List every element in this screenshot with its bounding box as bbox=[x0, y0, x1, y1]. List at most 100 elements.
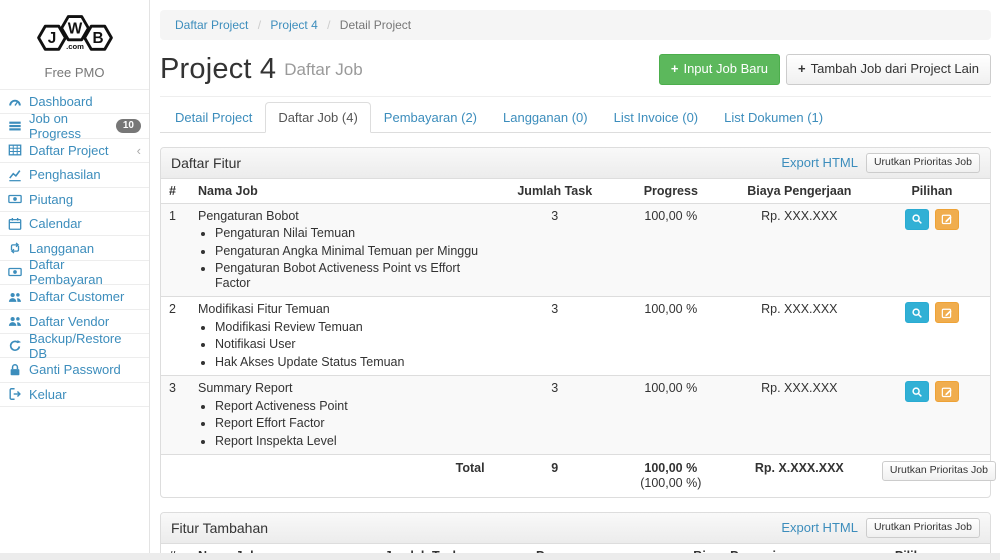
tambah-job-dari-project-lain-button[interactable]: + Tambah Job dari Project Lain bbox=[786, 54, 991, 85]
export-html-link[interactable]: Export HTML bbox=[781, 155, 858, 171]
tab-daftar-job[interactable]: Daftar Job (4) bbox=[265, 102, 371, 133]
header-actions: + Input Job Baru + Tambah Job dari Proje… bbox=[658, 54, 991, 85]
view-job-button[interactable] bbox=[905, 302, 930, 324]
sidebar-item-piutang[interactable]: Piutang bbox=[0, 188, 149, 212]
app-logo: J W B .com bbox=[0, 0, 149, 61]
breadcrumb-link-project-4[interactable]: Project 4 bbox=[270, 18, 318, 32]
row-actions bbox=[873, 202, 990, 297]
edit-pencil-icon bbox=[941, 308, 952, 318]
job-bullet: Modifikasi Review Temuan bbox=[215, 320, 485, 335]
sidebar-item-daftar-pembayaran[interactable]: Daftar Pembayaran bbox=[0, 257, 149, 287]
job-bullet: Hak Akses Update Status Temuan bbox=[215, 355, 485, 370]
main-content: Daftar Project / Project 4 / Detail Proj… bbox=[150, 0, 1000, 560]
total-progress: 100,00 % (100,00 %) bbox=[616, 454, 725, 497]
job-name: Modifikasi Fitur Temuan bbox=[198, 302, 330, 317]
breadcrumb-link-daftar-project[interactable]: Daftar Project bbox=[175, 18, 249, 32]
urutkan-prioritas-job-button[interactable]: Urutkan Prioritas Job bbox=[881, 461, 996, 482]
edit-pencil-icon bbox=[941, 214, 952, 225]
col-header-no: # bbox=[161, 178, 190, 204]
table-row: 3 Summary Report Report Activeness Point… bbox=[161, 375, 990, 455]
sidebar-item-label: Dashboard bbox=[29, 94, 93, 110]
sidebar-item-daftar-project[interactable]: Daftar Project ‹ bbox=[0, 139, 149, 164]
panel-title: Daftar Fitur bbox=[171, 154, 242, 171]
sidebar-item-langganan[interactable]: Langganan bbox=[0, 236, 149, 261]
job-subtasks: Report Activeness Point Report Effort Fa… bbox=[198, 399, 485, 448]
job-subtasks: Modifikasi Review Temuan Notifikasi User… bbox=[198, 320, 485, 369]
job-name-cell: Summary Report Report Activeness Point R… bbox=[190, 375, 493, 455]
sidebar-item-label: Job on Progress bbox=[29, 111, 82, 142]
total-biaya: Rp. X.XXX.XXX bbox=[724, 454, 874, 497]
job-name: Summary Report bbox=[198, 381, 293, 396]
job-name-cell: Pengaturan Bobot Pengaturan Nilai Temuan… bbox=[190, 202, 493, 297]
job-bullet: Report Effort Factor bbox=[215, 416, 485, 431]
logo-letter-j: J bbox=[47, 30, 56, 47]
job-bullet: Pengaturan Nilai Temuan bbox=[215, 226, 485, 241]
page-header: Project 4 Daftar Job + Input Job Baru + … bbox=[160, 40, 991, 97]
sidebar-item-job-on-progress[interactable]: Job on Progress 10 bbox=[0, 111, 149, 142]
brand-name: Free PMO bbox=[44, 65, 105, 80]
tab-list-invoice[interactable]: List Invoice (0) bbox=[613, 110, 699, 125]
breadcrumb-separator: / bbox=[327, 18, 331, 32]
urutkan-prioritas-job-button[interactable]: Urutkan Prioritas Job bbox=[865, 517, 980, 538]
total-progress-main: 100,00 % bbox=[644, 461, 698, 476]
sidebar-item-label: Daftar Project bbox=[29, 142, 109, 158]
lock-icon bbox=[7, 362, 22, 377]
urutkan-prioritas-job-button[interactable]: Urutkan Prioritas Job bbox=[865, 153, 980, 173]
search-icon bbox=[912, 308, 923, 318]
view-job-button[interactable] bbox=[905, 208, 930, 230]
sidebar-item-penghasilan[interactable]: Penghasilan bbox=[0, 163, 149, 188]
progress-value: 100,00 % bbox=[616, 202, 725, 297]
page-subtitle: Daftar Job bbox=[284, 59, 363, 79]
sidebar-item-label: Ganti Password bbox=[29, 362, 121, 378]
sidebar-item-label: Calendar bbox=[29, 216, 82, 232]
plus-icon: + bbox=[670, 61, 679, 77]
search-icon bbox=[912, 387, 923, 397]
sidebar-item-label: Penghasilan bbox=[29, 167, 101, 183]
job-subtasks: Pengaturan Nilai Temuan Pengaturan Angka… bbox=[198, 226, 485, 290]
sidebar-item-ganti-password[interactable]: Ganti Password bbox=[0, 358, 149, 383]
sidebar-item-calendar[interactable]: Calendar bbox=[0, 212, 149, 237]
edit-job-button[interactable] bbox=[934, 302, 959, 324]
job-count-badge: 10 bbox=[115, 119, 141, 134]
sidebar-item-dashboard[interactable]: Dashboard bbox=[0, 90, 149, 115]
sidebar-item-daftar-vendor[interactable]: Daftar Vendor bbox=[0, 310, 149, 334]
sidebar-item-daftar-customer[interactable]: Daftar Customer bbox=[0, 285, 149, 310]
view-job-button[interactable] bbox=[905, 381, 930, 403]
chevron-left-icon: ‹ bbox=[136, 142, 141, 158]
edit-job-button[interactable] bbox=[934, 381, 959, 403]
sidebar-item-keluar[interactable]: Keluar bbox=[0, 383, 149, 408]
users-icon bbox=[7, 314, 22, 329]
panel-heading: Fitur Tambahan Export HTML Urutkan Prior… bbox=[161, 512, 990, 544]
tab-detail-project[interactable]: Detail Project bbox=[175, 110, 253, 125]
tab-list-dokumen[interactable]: List Dokumen (1) bbox=[724, 110, 824, 125]
tab-pembayaran[interactable]: Pembayaran (2) bbox=[383, 110, 478, 125]
page-title: Project 4 bbox=[160, 53, 277, 85]
input-job-baru-button[interactable]: + Input Job Baru bbox=[658, 54, 781, 85]
panel-title: Fitur Tambahan bbox=[171, 519, 269, 536]
progress-value: 100,00 % bbox=[616, 375, 725, 455]
table-grid-icon bbox=[7, 143, 22, 158]
sidebar-item-backup-restore-db[interactable]: Backup/Restore DB bbox=[0, 330, 149, 361]
sidebar-item-label: Piutang bbox=[29, 191, 74, 207]
sidebar-item-label: Daftar Pembayaran bbox=[29, 257, 103, 288]
table-header-row: # Nama Job Jumlah Task Progress Biaya Pe… bbox=[161, 178, 990, 204]
sidebar-item-label: Langganan bbox=[29, 240, 95, 256]
row-number: 2 bbox=[161, 296, 190, 376]
dashboard-gauge-icon bbox=[7, 94, 22, 109]
total-row: Total 9 100,00 % (100,00 %) Rp. X.XXX.XX… bbox=[161, 454, 996, 497]
edit-job-button[interactable] bbox=[934, 208, 959, 230]
tab-langganan[interactable]: Langganan (0) bbox=[503, 110, 588, 125]
export-html-link[interactable]: Export HTML bbox=[781, 520, 858, 536]
button-label: Input Job Baru bbox=[683, 61, 769, 77]
col-header-progress: Progress bbox=[616, 178, 725, 204]
task-list-icon bbox=[7, 119, 22, 134]
sidebar-item-label: Backup/Restore DB bbox=[29, 330, 122, 361]
jumlah-task-value: 3 bbox=[492, 375, 617, 455]
sidebar-item-label: Daftar Customer bbox=[29, 289, 125, 305]
biaya-value: Rp. XXX.XXX bbox=[724, 375, 874, 455]
breadcrumb-separator: / bbox=[257, 18, 262, 32]
jwb-hexagon-logo-icon: J W B .com bbox=[36, 15, 113, 51]
calendar-icon bbox=[7, 216, 22, 231]
sidebar-menu: Dashboard Job on Progress 10 Daftar Proj… bbox=[0, 89, 149, 408]
